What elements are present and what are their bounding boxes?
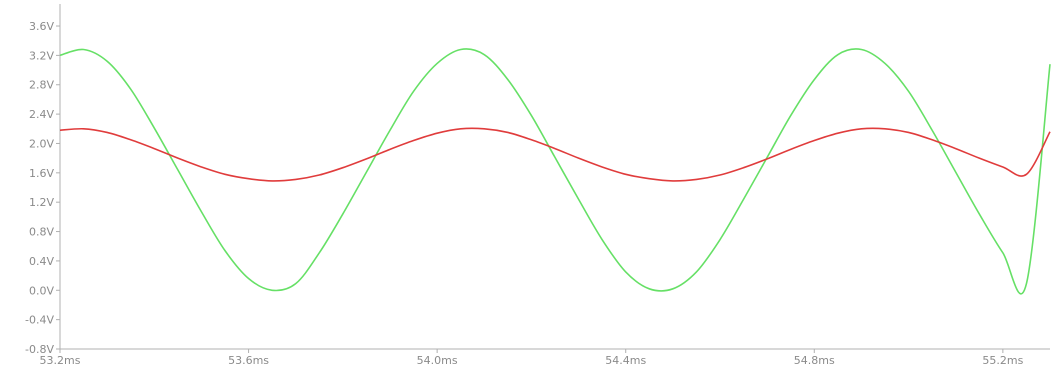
x-tick-label: 53.6ms xyxy=(228,354,269,367)
labels-layer: 3.6V 3.2V 2.8V 2.4V 2.0V 1.6V 1.2V 0.8V 0.4V 0.0V… xyxy=(25,20,1024,367)
y-tick-label: -0.4V xyxy=(25,314,54,327)
y-tick-label: 1.6V xyxy=(29,167,54,180)
axes-layer xyxy=(56,4,1050,353)
y-tick-label: 1.2V xyxy=(29,196,54,209)
y-tick-label: 0.0V xyxy=(29,284,54,297)
x-tick-label: 54.4ms xyxy=(605,354,646,367)
y-tick-label: 2.0V xyxy=(29,137,54,150)
y-tick-label: 2.8V xyxy=(29,79,54,92)
series-line-2 xyxy=(59,127,1051,182)
y-tick-label: 3.6V xyxy=(29,20,54,33)
x-tick-label: 53.2ms xyxy=(40,354,81,367)
series-layer xyxy=(59,48,1051,295)
y-tick-label: 0.8V xyxy=(29,226,54,239)
y-tick-label: 3.2V xyxy=(29,49,54,62)
x-tick-label: 54.8ms xyxy=(794,354,835,367)
y-tick-label: -0.8V xyxy=(25,343,54,356)
y-tick-label: 2.4V xyxy=(29,108,54,121)
x-tick-label: 54.0ms xyxy=(417,354,458,367)
y-tick-label: 0.4V xyxy=(29,255,54,268)
x-tick-label: 55.2ms xyxy=(982,354,1023,367)
series-line-1 xyxy=(59,48,1051,295)
